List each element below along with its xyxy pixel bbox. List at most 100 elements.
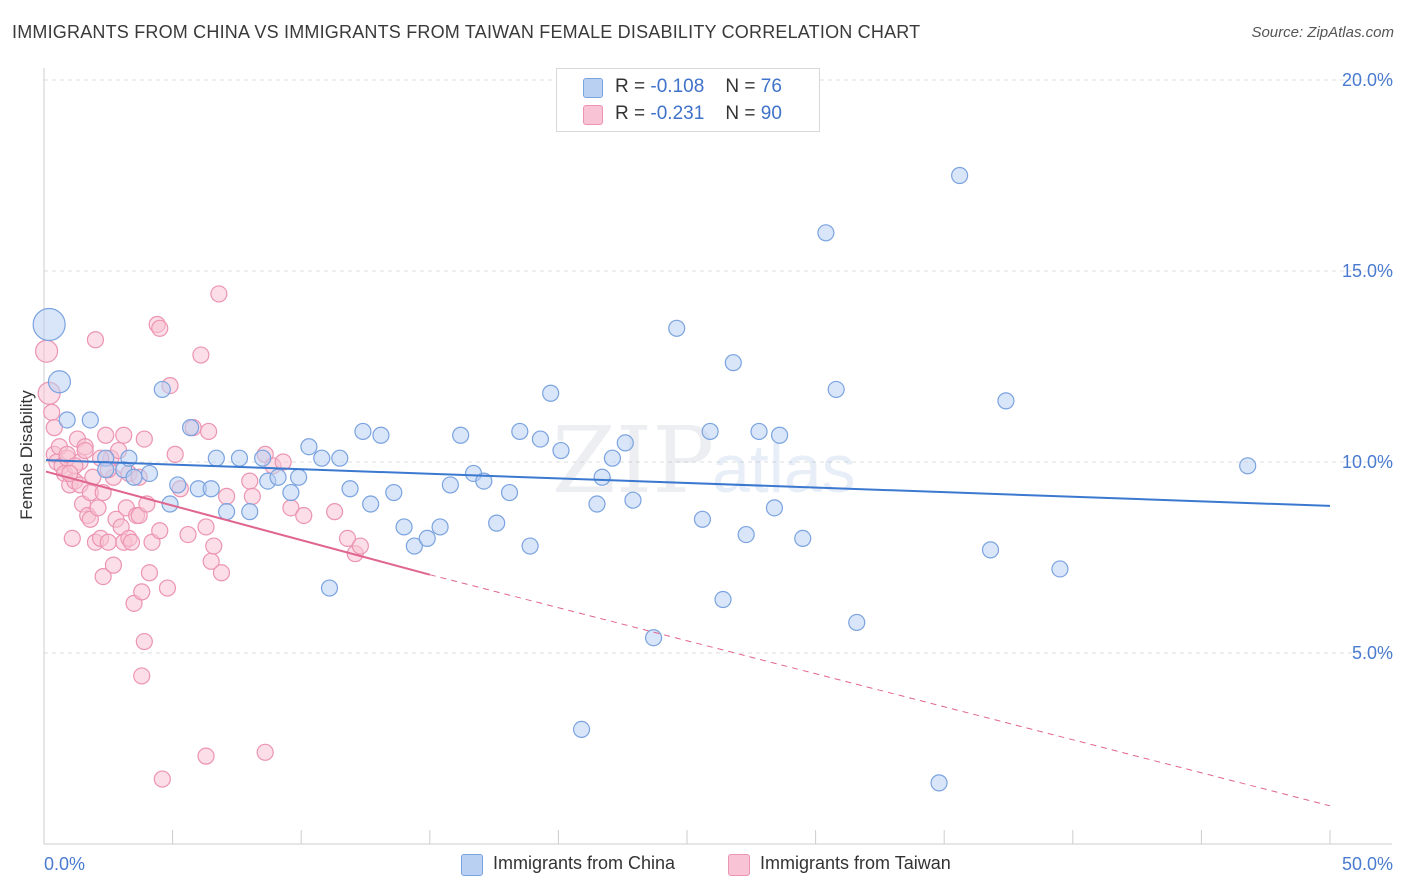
taiwan-point — [115, 426, 133, 444]
china-point — [418, 529, 436, 548]
china-point — [331, 449, 349, 467]
china-point — [182, 419, 200, 437]
china-point — [169, 476, 187, 494]
china-point — [218, 503, 236, 521]
taiwan-points — [34, 285, 369, 788]
china-point — [724, 354, 742, 372]
china-point — [125, 468, 143, 486]
china-point — [693, 510, 712, 528]
taiwan-point — [104, 556, 123, 574]
taiwan-point — [84, 468, 102, 486]
china-point — [765, 499, 784, 517]
china-swatch — [583, 78, 603, 98]
taiwan-n-value: 90 — [760, 103, 782, 124]
taiwan-point — [205, 537, 223, 555]
china-point — [848, 613, 866, 632]
taiwan-point — [63, 529, 81, 548]
china-n-value: 76 — [760, 76, 782, 97]
china-point — [362, 495, 380, 513]
china-point — [624, 491, 642, 509]
legend-taiwan-text: R = -0.231 N = 90 — [615, 103, 782, 125]
watermark-atlas: atlas — [712, 431, 856, 507]
china-point — [58, 411, 76, 429]
taiwan-point — [133, 667, 151, 685]
y-tick-label: 10.0% — [1342, 452, 1393, 472]
taiwan-point — [34, 339, 59, 363]
taiwan-point — [89, 499, 107, 517]
china-point — [714, 590, 732, 609]
china-point — [97, 461, 115, 479]
china-point — [254, 449, 272, 467]
y-tick-label: 5.0% — [1352, 643, 1393, 663]
taiwan-point — [76, 441, 94, 460]
taiwan-swatch — [583, 105, 603, 125]
china-point — [475, 472, 493, 490]
china-point — [572, 720, 591, 739]
taiwan-point — [179, 525, 197, 544]
taiwan-point — [197, 518, 215, 536]
taiwan-point — [151, 522, 169, 540]
china-point — [431, 518, 449, 536]
taiwan-point — [151, 319, 169, 337]
china-point — [521, 537, 539, 555]
taiwan-point — [86, 331, 105, 349]
taiwan-point — [197, 747, 215, 765]
x-tick-label: 50.0% — [1342, 854, 1393, 874]
china-point — [951, 166, 969, 185]
taiwan-point — [326, 503, 344, 521]
taiwan-point — [200, 422, 218, 441]
china-point — [290, 468, 308, 486]
china-point — [385, 483, 403, 502]
china-point — [588, 495, 606, 513]
taiwan-point — [140, 564, 159, 582]
china-point — [395, 518, 413, 536]
y-tick-label: 20.0% — [1342, 70, 1393, 90]
china-point — [737, 525, 755, 544]
legend-box: R = -0.108 N = 76 R = -0.231 N = 90 — [556, 68, 820, 132]
china-point — [511, 422, 529, 441]
china-legend-swatch — [461, 854, 483, 876]
china-point — [552, 441, 570, 460]
china-point — [47, 370, 72, 394]
china-point — [701, 422, 719, 441]
china-point — [320, 579, 339, 597]
china-point — [603, 449, 622, 467]
taiwan-point — [218, 487, 236, 505]
taiwan-point — [43, 403, 61, 421]
china-point — [616, 434, 634, 452]
taiwan-point — [338, 529, 357, 548]
taiwan-r-value: -0.231 — [650, 103, 705, 124]
axes — [43, 68, 1392, 845]
china-point — [452, 426, 470, 444]
taiwan-n-label: N = — [725, 103, 756, 124]
trend-lines — [45, 459, 1331, 807]
taiwan-point — [210, 285, 228, 303]
china-point — [354, 422, 372, 441]
china-point — [140, 464, 159, 483]
china-point — [1239, 457, 1257, 475]
china-r-label: R = — [615, 76, 646, 97]
taiwan-point — [295, 506, 313, 525]
china-point — [313, 449, 331, 467]
taiwan-point — [351, 537, 369, 555]
taiwan-point — [241, 472, 259, 490]
taiwan-point — [274, 453, 292, 471]
tick-labels: 5.0% 10.0% 15.0% 20.0% 0.0% 50.0% — [44, 70, 1393, 874]
china-point — [817, 224, 835, 242]
taiwan-point — [135, 430, 153, 448]
china-point — [593, 468, 611, 486]
x-tick-label: 0.0% — [44, 854, 85, 874]
china-point — [230, 449, 249, 467]
china-point — [269, 468, 287, 486]
source-label: Source: ZipAtlas.com — [1251, 24, 1394, 41]
taiwan-point — [256, 743, 274, 761]
grid-lines — [44, 79, 1392, 654]
china-point — [997, 392, 1015, 410]
taiwan-legend-label: Immigrants from Taiwan — [760, 853, 951, 873]
china-point — [81, 411, 99, 429]
china-point — [202, 480, 220, 498]
taiwan-point — [45, 419, 63, 437]
china-point — [500, 483, 519, 502]
taiwan-point — [133, 583, 151, 601]
